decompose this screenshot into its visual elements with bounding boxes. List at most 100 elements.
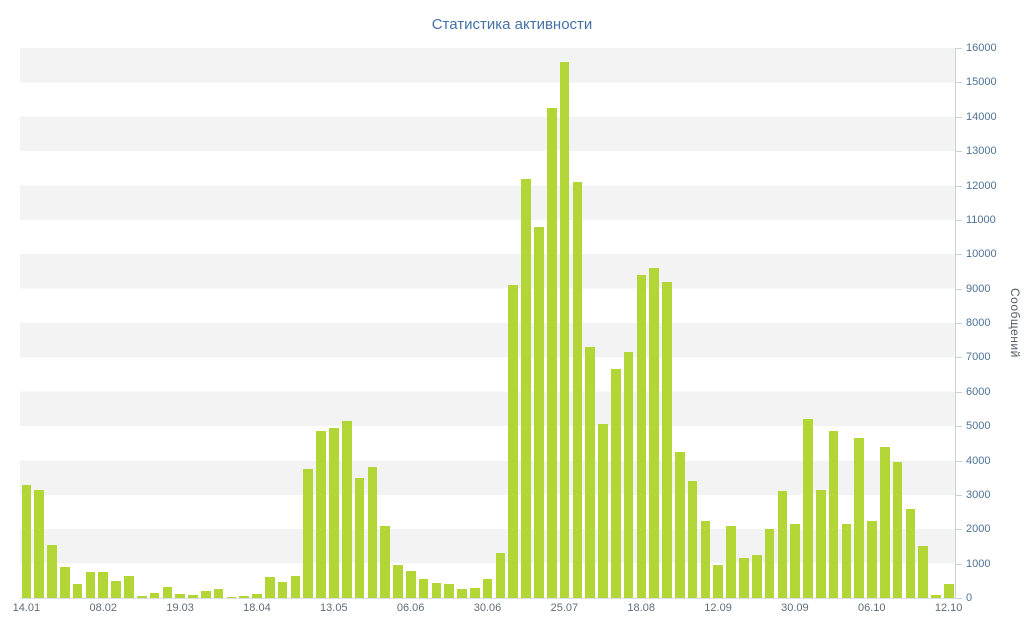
bar[interactable] (495, 553, 506, 598)
bar[interactable] (21, 484, 32, 598)
y-axis-title: Сообщений (1008, 48, 1022, 598)
y-tick-mark (956, 391, 962, 393)
y-tick-mark (956, 357, 962, 359)
bar[interactable] (534, 226, 544, 598)
bar[interactable] (290, 575, 301, 598)
bar[interactable] (98, 571, 109, 598)
bar[interactable] (316, 431, 326, 598)
x-tick-label: 12.09 (704, 602, 732, 614)
bar[interactable] (546, 108, 557, 598)
y-tick-label: 10000 (966, 248, 997, 261)
bar[interactable] (508, 285, 519, 598)
bar[interactable] (751, 555, 762, 598)
bar[interactable] (700, 520, 711, 598)
bar[interactable] (918, 546, 929, 598)
bar[interactable] (944, 584, 954, 598)
bar-series (20, 48, 955, 598)
bar[interactable] (905, 508, 916, 598)
bar[interactable] (790, 524, 800, 598)
bar[interactable] (354, 477, 365, 598)
bar[interactable] (188, 594, 198, 598)
x-tick-label: 30.09 (781, 602, 809, 614)
bar[interactable] (341, 420, 352, 598)
bar[interactable] (149, 592, 160, 598)
bar[interactable] (559, 61, 570, 598)
bar[interactable] (111, 580, 121, 598)
y-tick-label: 11000 (966, 213, 996, 226)
bar[interactable] (34, 489, 45, 598)
bar[interactable] (124, 575, 134, 598)
bar[interactable] (764, 529, 775, 598)
bar[interactable] (444, 584, 455, 598)
bar[interactable] (649, 268, 660, 598)
bar[interactable] (726, 525, 736, 598)
bar[interactable] (815, 489, 826, 598)
y-tick-mark (956, 288, 962, 290)
bar[interactable] (777, 491, 788, 598)
bar[interactable] (136, 595, 147, 598)
bar[interactable] (739, 558, 749, 598)
bar[interactable] (72, 584, 83, 598)
y-tick-mark (956, 563, 962, 565)
bar[interactable] (85, 572, 96, 598)
bar[interactable] (418, 579, 429, 598)
bar[interactable] (329, 427, 339, 598)
bar[interactable] (393, 565, 403, 598)
bar[interactable] (867, 520, 877, 598)
bar[interactable] (47, 544, 57, 598)
bar[interactable] (662, 281, 672, 598)
y-tick-label: 5000 (966, 420, 991, 433)
bar[interactable] (457, 589, 467, 598)
bar[interactable] (636, 274, 647, 598)
bar[interactable] (200, 591, 211, 598)
bar[interactable] (828, 431, 839, 598)
bar[interactable] (405, 570, 416, 598)
bar[interactable] (303, 469, 314, 598)
x-tick-label: 19.03 (166, 602, 194, 614)
bar[interactable] (470, 587, 480, 598)
bar[interactable] (598, 424, 608, 598)
y-tick-mark (956, 529, 962, 531)
bar[interactable] (687, 481, 698, 598)
bar[interactable] (239, 595, 250, 598)
bar[interactable] (892, 462, 903, 598)
x-tick-label: 12.10 (934, 602, 963, 614)
bar[interactable] (713, 565, 724, 598)
y-tick-mark (956, 116, 962, 118)
bar[interactable] (60, 567, 70, 598)
bar[interactable] (482, 579, 493, 598)
y-tick-label: 14000 (966, 110, 997, 123)
y-tick-label: 16000 (966, 42, 997, 54)
bar[interactable] (572, 182, 583, 598)
bar[interactable] (521, 178, 531, 598)
bar[interactable] (931, 594, 941, 598)
bar[interactable] (213, 589, 224, 598)
y-tick-label: 7000 (966, 351, 991, 364)
bar[interactable] (431, 582, 442, 598)
bar[interactable] (162, 587, 173, 598)
bar[interactable] (277, 582, 288, 598)
bar[interactable] (610, 369, 621, 598)
bar[interactable] (265, 577, 275, 598)
bar[interactable] (623, 352, 634, 598)
bar[interactable] (585, 347, 595, 598)
x-tick-label: 25.07 (550, 602, 579, 614)
y-tick-label: 3000 (966, 488, 991, 501)
y-tick-mark (956, 185, 962, 187)
y-tick-mark (956, 219, 962, 221)
bar[interactable] (175, 593, 185, 598)
x-tick-label: 14.01 (12, 602, 41, 614)
y-tick-label: 0 (966, 592, 973, 604)
bar[interactable] (380, 525, 390, 598)
bar[interactable] (880, 446, 890, 598)
bar[interactable] (226, 596, 237, 598)
bar[interactable] (675, 451, 685, 598)
bar[interactable] (803, 419, 813, 598)
y-tick-mark (956, 598, 962, 599)
bar[interactable] (841, 524, 852, 598)
bar[interactable] (252, 594, 262, 598)
bar[interactable] (367, 467, 378, 598)
x-tick-label: 06.06 (396, 602, 425, 614)
bar[interactable] (854, 438, 865, 598)
